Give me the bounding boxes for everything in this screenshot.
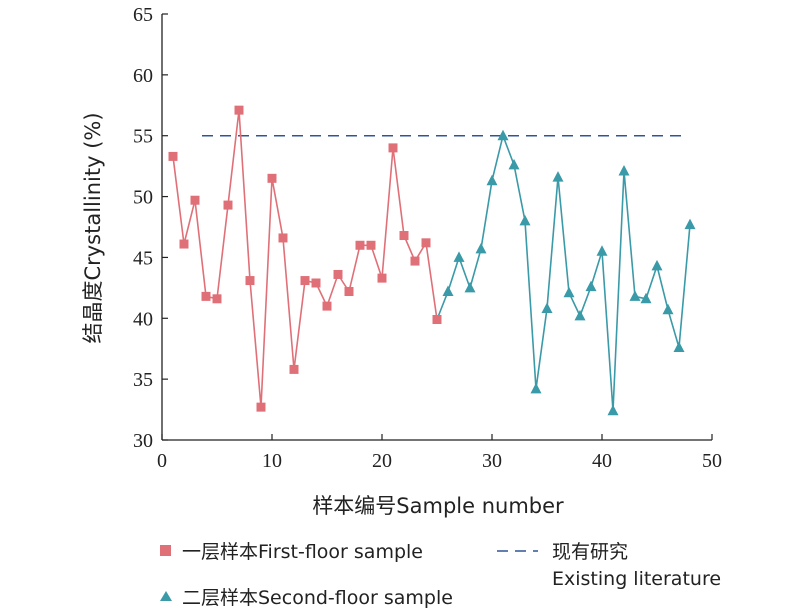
data-point-first-floor — [322, 301, 332, 311]
data-point-first-floor — [388, 143, 398, 153]
data-point-second-floor — [552, 171, 564, 182]
data-point-second-floor — [453, 251, 465, 262]
data-point-second-floor — [530, 382, 542, 394]
legend-item-existing-literature: 现有研究 Existing literature — [497, 541, 721, 590]
legend-label-existing-literature-en: Existing literature — [552, 568, 721, 590]
legend-label-first-floor: 一层样本First-floor sample — [182, 541, 423, 563]
data-point-first-floor — [344, 287, 354, 297]
legend-square-marker — [160, 545, 171, 556]
data-point-first-floor — [278, 233, 288, 243]
y-tick-label: 50 — [133, 187, 153, 209]
data-point-second-floor — [629, 290, 641, 301]
series-line-second-floor — [436, 132, 691, 411]
data-point-second-floor — [464, 281, 476, 293]
data-point-second-floor — [640, 292, 652, 304]
legend-item-second-floor: 二层样本Second-floor sample — [160, 587, 453, 609]
data-point-second-floor — [662, 303, 674, 315]
data-point-first-floor — [399, 231, 409, 241]
y-axis-title: 结晶度Crystallinity (%) — [81, 112, 105, 343]
x-tick-label: 30 — [482, 450, 502, 472]
data-point-second-floor — [508, 158, 520, 170]
data-point-second-floor — [486, 174, 498, 186]
y-tick-label: 65 — [133, 4, 153, 26]
data-point-first-floor — [410, 256, 420, 266]
data-point-second-floor — [596, 245, 608, 256]
data-point-second-floor — [475, 242, 487, 254]
axes — [161, 13, 713, 441]
y-tick-label: 40 — [133, 308, 153, 330]
data-point-first-floor — [377, 273, 387, 283]
series-line-first-floor — [172, 110, 438, 408]
data-point-first-floor — [223, 200, 233, 210]
data-point-second-floor — [497, 129, 509, 141]
data-point-first-floor — [333, 269, 343, 279]
x-tick-label: 10 — [262, 450, 282, 472]
data-point-second-floor — [519, 214, 531, 226]
data-point-second-floor — [607, 404, 619, 416]
legend: 一层样本First-floor sample 现有研究 Existing lit… — [160, 541, 721, 609]
x-tick-label: 20 — [372, 450, 392, 472]
x-tick-label: 40 — [592, 450, 612, 472]
data-point-first-floor — [190, 195, 200, 205]
data-point-first-floor — [289, 364, 299, 374]
data-point-first-floor — [179, 239, 189, 249]
data-point-second-floor — [618, 165, 630, 176]
data-point-first-floor — [432, 315, 442, 325]
legend-item-first-floor: 一层样本First-floor sample — [160, 541, 423, 563]
x-tick-label: 50 — [702, 450, 722, 472]
y-tick-label: 35 — [133, 369, 153, 391]
data-point-first-floor — [234, 105, 244, 115]
data-point-first-floor — [267, 173, 277, 183]
data-point-first-floor — [421, 238, 431, 248]
data-point-first-floor — [212, 294, 222, 304]
y-tick-label: 30 — [133, 430, 153, 452]
data-point-first-floor — [355, 240, 365, 250]
data-point-first-floor — [300, 276, 310, 286]
data-point-first-floor — [201, 291, 211, 301]
data-point-first-floor — [168, 151, 178, 161]
series-group — [168, 105, 696, 416]
data-point-second-floor — [684, 218, 696, 230]
data-point-first-floor — [256, 402, 266, 412]
legend-label-second-floor: 二层样本Second-floor sample — [182, 587, 453, 609]
data-point-second-floor — [574, 309, 586, 321]
data-point-first-floor — [311, 278, 321, 288]
x-axis-title: 样本编号Sample number — [312, 494, 564, 518]
data-point-second-floor — [585, 280, 597, 292]
y-tick-label: 55 — [133, 126, 153, 148]
data-point-second-floor — [442, 285, 454, 296]
data-point-second-floor — [563, 286, 575, 298]
data-point-second-floor — [541, 302, 553, 313]
data-point-second-floor — [651, 259, 663, 271]
y-tick-label: 60 — [133, 65, 153, 87]
tick-labels: 30 35 40 45 50 55 60 65 0 10 20 30 40 50 — [133, 4, 722, 472]
data-point-first-floor — [245, 276, 255, 286]
data-point-first-floor — [366, 240, 376, 250]
data-point-second-floor — [673, 341, 685, 352]
x-tick-label: 0 — [157, 450, 167, 472]
legend-label-existing-literature-cn: 现有研究 — [552, 541, 628, 563]
legend-triangle-marker — [160, 591, 172, 601]
y-tick-label: 45 — [133, 247, 153, 269]
